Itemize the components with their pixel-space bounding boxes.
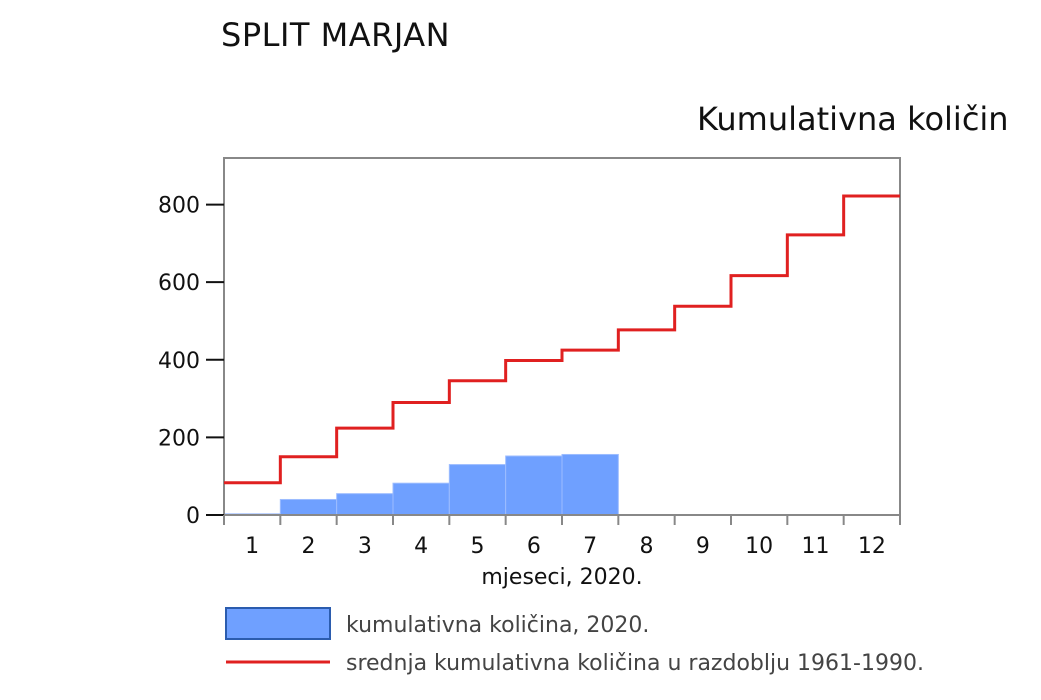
step-layer (224, 194, 900, 485)
x-axis: 1 2 3 4 5 6 7 8 9 10 11 12 (223, 515, 901, 559)
legend-label-line: srednja kumulativna količina u razdoblju… (346, 651, 924, 676)
bar-month-6 (505, 455, 563, 516)
x-tick-label-7: 7 (583, 534, 597, 559)
x-tick-label-5: 5 (471, 534, 485, 559)
x-tick-label-4: 4 (414, 534, 428, 559)
bar-month-3 (336, 493, 394, 516)
bars-layer (223, 453, 619, 516)
bar-month-2 (279, 498, 338, 516)
bar-month-4 (392, 482, 450, 516)
y-tick-label-0: 0 (186, 504, 200, 529)
x-tick-label-3: 3 (358, 534, 372, 559)
station-title: SPLIT MARJAN (221, 16, 451, 54)
y-axis: 0 200 400 600 800 (158, 194, 224, 529)
x-tick-label-8: 8 (640, 534, 654, 559)
chart-title: Kumulativna količin (697, 100, 1009, 138)
mean-cumulative-step-line (224, 194, 900, 485)
x-tick-label-12: 12 (858, 534, 886, 559)
x-tick-label-1: 1 (245, 534, 259, 559)
x-tick-label-2: 2 (302, 534, 316, 559)
legend-swatch-bars (225, 607, 331, 640)
y-tick-label-200: 200 (158, 426, 200, 451)
y-tick-label-800: 800 (158, 194, 200, 219)
y-tick-label-400: 400 (158, 349, 200, 374)
x-tick-label-9: 9 (696, 534, 710, 559)
bar-month-5 (448, 464, 507, 516)
y-tick-label-600: 600 (158, 271, 200, 296)
legend: kumulativna količina, 2020. srednja kumu… (225, 607, 924, 676)
x-axis-label: mjeseci, 2020. (481, 565, 642, 590)
x-tick-label-10: 10 (745, 534, 773, 559)
bar-month-7 (561, 453, 619, 516)
x-tick-label-6: 6 (527, 534, 541, 559)
x-tick-label-11: 11 (802, 534, 830, 559)
legend-label-bars: kumulativna količina, 2020. (346, 613, 649, 638)
